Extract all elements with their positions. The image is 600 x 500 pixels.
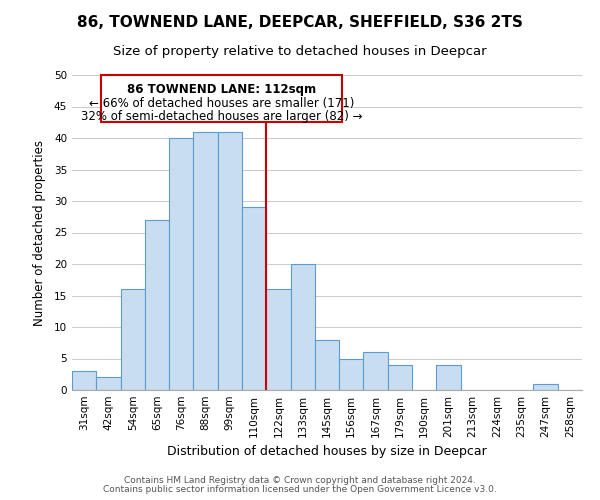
Bar [339,358,364,390]
Bar [218,132,242,390]
Text: 32% of semi-detached houses are larger (82) →: 32% of semi-detached houses are larger (… [80,110,362,122]
Bar [96,378,121,390]
Text: ← 66% of detached houses are smaller (171): ← 66% of detached houses are smaller (17… [89,97,354,110]
Bar [193,132,218,390]
Bar [169,138,193,390]
Text: 86 TOWNEND LANE: 112sqm: 86 TOWNEND LANE: 112sqm [127,82,316,96]
Text: Contains public sector information licensed under the Open Government Licence v3: Contains public sector information licen… [103,485,497,494]
Bar [388,365,412,390]
X-axis label: Distribution of detached houses by size in Deepcar: Distribution of detached houses by size … [167,446,487,458]
Text: Size of property relative to detached houses in Deepcar: Size of property relative to detached ho… [113,45,487,58]
Bar [101,75,341,122]
Bar [72,371,96,390]
Bar [121,289,145,390]
Text: 86, TOWNEND LANE, DEEPCAR, SHEFFIELD, S36 2TS: 86, TOWNEND LANE, DEEPCAR, SHEFFIELD, S3… [77,15,523,30]
Text: Contains HM Land Registry data © Crown copyright and database right 2024.: Contains HM Land Registry data © Crown c… [124,476,476,485]
Bar [364,352,388,390]
Bar [315,340,339,390]
Y-axis label: Number of detached properties: Number of detached properties [32,140,46,326]
Bar [533,384,558,390]
Bar [266,289,290,390]
Bar [436,365,461,390]
Bar [242,208,266,390]
Bar [290,264,315,390]
Bar [145,220,169,390]
